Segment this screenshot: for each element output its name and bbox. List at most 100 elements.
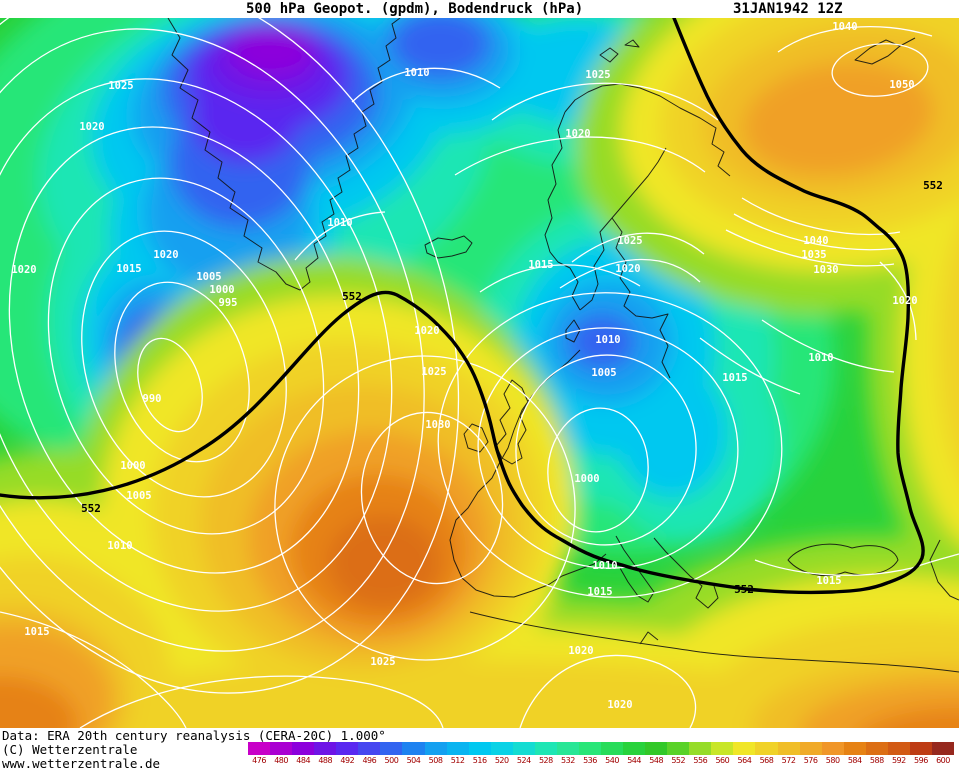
colorbar-segment: [711, 742, 734, 755]
colorbar-segment: [689, 742, 712, 755]
isobar-label: 1000: [209, 284, 234, 296]
weather-map: 1025 1020 1010 1025 1050 1040 1020 1020 1015 1005…: [0, 18, 959, 728]
isobar-label: 1005: [126, 490, 151, 502]
isobar-label: 1010: [592, 560, 617, 572]
colorbar-segment: [799, 742, 822, 755]
isobar-label: 1020: [568, 645, 593, 657]
colorbar-tick-label: 572: [781, 756, 796, 765]
colorbar-segment: [645, 742, 668, 755]
colorbar-tick-label: 492: [340, 756, 355, 765]
colorbar-segment: [402, 742, 425, 755]
isobar-label: 1025: [370, 656, 395, 668]
isobar-label: 1020: [892, 295, 917, 307]
isobar-label: 1035: [801, 249, 826, 261]
isobar-label: 1015: [722, 372, 747, 384]
isobar-label: 1030: [813, 264, 838, 276]
thickness-552-label: 552: [734, 583, 754, 596]
map-timestamp: 31JAN1942 12Z: [733, 1, 843, 17]
colorbar-segment: [623, 742, 646, 755]
colorbar-tick-label: 496: [362, 756, 377, 765]
thickness-552-label: 552: [81, 502, 101, 515]
colorbar-segment: [380, 742, 403, 755]
isobar-label: 1010: [808, 352, 833, 364]
copyright: (C) Wetterzentrale: [2, 742, 138, 757]
isobar-label: 1020: [153, 249, 178, 261]
colorbar-segment: [909, 742, 932, 755]
isobar-label: 1005: [591, 367, 616, 379]
map-title: 500 hPa Geopot. (gpdm), Bodendruck (hPa): [246, 1, 584, 17]
contour-552: [0, 18, 925, 595]
colorbar-segment: [733, 742, 756, 755]
thickness-552-label: 552: [342, 290, 362, 303]
colorbar-tick-label: 520: [494, 756, 509, 765]
isobar-label: 990: [143, 393, 162, 405]
colorbar-tick-label: 552: [671, 756, 686, 765]
isobar-label: 1005: [196, 271, 221, 283]
isobar-label: 1015: [587, 586, 612, 598]
isobar-label: 995: [219, 297, 238, 309]
colorbar-tick-label: 484: [296, 756, 311, 765]
colorbar-tick-label: 528: [538, 756, 553, 765]
colorbar-tick-label: 500: [384, 756, 399, 765]
colorbar-tick-label: 588: [869, 756, 884, 765]
colorbar-segment: [843, 742, 866, 755]
colorbar-segment: [601, 742, 624, 755]
geopotential-color-field: [0, 18, 959, 728]
isobar-label: 1020: [79, 121, 104, 133]
colorbar-segment: [490, 742, 513, 755]
colorbar-tick-label: 600: [936, 756, 950, 765]
map-header: 500 hPa Geopot. (gpdm), Bodendruck (hPa)…: [0, 0, 959, 18]
colorbar-segment: [358, 742, 381, 755]
colorbar-tick-label: 536: [583, 756, 597, 765]
colorbar-tick-label: 548: [649, 756, 664, 765]
colorbar-segment: [424, 742, 447, 755]
colorbar-tick-labels: 476 480 484 488 492 496 500 504 508 512 516 520 524 5…: [248, 755, 954, 766]
colorbar-tick-label: 512: [450, 756, 465, 765]
isobar-label: 1015: [816, 575, 841, 587]
colorbar-segment: [777, 742, 800, 755]
colorbar-tick-label: 564: [737, 756, 752, 765]
colorbar-segment: [336, 742, 359, 755]
isobar-label: 1025: [108, 80, 133, 92]
colorbar-tick-label: 524: [516, 756, 531, 765]
colorbar-tick-label: 576: [803, 756, 818, 765]
colorbar-segment: [578, 742, 601, 755]
isobar-label: 1010: [404, 67, 429, 79]
isobar-label: 1015: [116, 263, 141, 275]
isobar-label: 1040: [832, 21, 857, 33]
colorbar-tick-label: 568: [759, 756, 774, 765]
colorbar-tick-label: 532: [561, 756, 575, 765]
colorbar-tick-label: 488: [318, 756, 333, 765]
colorbar-tick-label: 480: [274, 756, 288, 765]
isobar-label: 1000: [120, 460, 145, 472]
colorbar-segment: [534, 742, 557, 755]
colorbar-segment: [512, 742, 535, 755]
isobar-label: 1020: [11, 264, 36, 276]
colorbar-segment: [755, 742, 778, 755]
colorbar-segment: [292, 742, 315, 755]
colorbar-tick-label: 476: [252, 756, 266, 765]
colorbar-segment: [314, 742, 337, 755]
isobar-label: 1050: [889, 79, 914, 91]
isobar-label: 1025: [421, 366, 446, 378]
isobar-label: 1010: [327, 217, 352, 229]
colorbar-segment: [667, 742, 690, 755]
colorbar-segment: [821, 742, 844, 755]
data-credit: Data: ERA 20th century reanalysis (CERA-…: [2, 728, 386, 743]
isobar-label: 1015: [24, 626, 49, 638]
colorbar-tick-label: 516: [472, 756, 487, 765]
isobar-label: 1010: [595, 334, 620, 346]
colorbar-tick-label: 584: [847, 756, 862, 765]
thickness-552-label: 552: [923, 179, 943, 192]
colorbar-segment: [248, 742, 271, 755]
map-footer: Data: ERA 20th century reanalysis (CERA-…: [0, 728, 959, 770]
colorbar-tick-label: 580: [825, 756, 840, 765]
isobar-label: 1040: [803, 235, 828, 247]
colorbar-segment: [446, 742, 469, 755]
isobar-label: 1000: [574, 473, 599, 485]
colorbar-tick-label: 560: [715, 756, 730, 765]
isobar-label: 1015: [528, 259, 553, 271]
colorbar-segment: [865, 742, 888, 755]
colorbar-tick-label: 504: [406, 756, 421, 765]
